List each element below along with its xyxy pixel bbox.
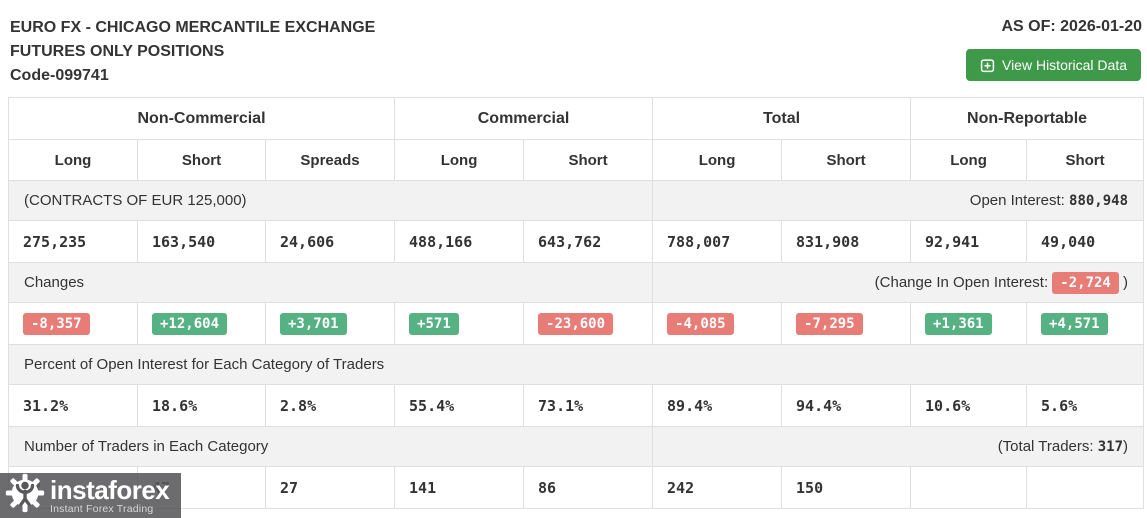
percent-value: 73.1%: [523, 384, 654, 427]
col-header: Short: [1026, 139, 1145, 181]
position-value: 49,040: [1026, 220, 1145, 263]
traders-value: [910, 466, 1028, 509]
col-header: Long: [8, 139, 138, 181]
view-historical-data-label: View Historical Data: [1001, 57, 1127, 73]
percent-value: 89.4%: [652, 384, 783, 427]
percent-value: 94.4%: [781, 384, 912, 427]
watermark-tagline: Instant Forex Trading: [50, 502, 154, 515]
traders-value: [1026, 466, 1145, 509]
percent-value: 2.8%: [264, 384, 396, 427]
group-header-non-reportable: Non-Reportable: [910, 97, 1145, 140]
percent-value: 31.2%: [8, 384, 138, 427]
position-value: 92,941: [910, 220, 1028, 263]
changes-row: -8,357 +12,604 +3,701 +571 -23,600 -4,08…: [8, 302, 1145, 345]
traders-value: 86: [523, 466, 654, 509]
cot-positions-table: Non-Commercial Commercial Total Non-Repo…: [7, 97, 1145, 509]
group-header-commercial: Commercial: [394, 97, 654, 140]
change-badge: +4,571: [1041, 312, 1108, 335]
col-header: Spreads: [264, 139, 396, 181]
group-header-row: Non-Commercial Commercial Total Non-Repo…: [7, 97, 1145, 140]
percent-label: Percent of Open Interest for Each Catego…: [7, 344, 1145, 385]
calendar-plus-icon: [980, 58, 995, 73]
change-badge: -23,600: [538, 312, 614, 335]
change-oi-badge: -2,724: [1052, 271, 1119, 294]
change-badge: +3,701: [280, 312, 347, 335]
contracts-label: (CONTRACTS OF EUR 125,000): [7, 180, 654, 221]
position-value: 163,540: [137, 220, 266, 263]
change-badge: +1,361: [925, 312, 992, 335]
col-header: Long: [910, 139, 1028, 181]
report-header: EURO FX - CHICAGO MERCANTILE EXCHANGE FU…: [0, 0, 1147, 97]
open-interest-cell: Open Interest: 880,948: [652, 180, 1145, 221]
percent-value: 5.6%: [1026, 384, 1145, 427]
contracts-band-row: (CONTRACTS OF EUR 125,000) Open Interest…: [7, 180, 1145, 221]
group-header-non-commercial: Non-Commercial: [7, 97, 396, 140]
report-code: Code-099741: [10, 67, 109, 84]
change-badge: -8,357: [23, 312, 90, 335]
position-value: 488,166: [394, 220, 525, 263]
change-badge: +571: [409, 312, 459, 335]
positions-row: 275,235 163,540 24,606 488,166 643,762 7…: [8, 220, 1145, 263]
col-header: Long: [394, 139, 525, 181]
traders-label: Number of Traders in Each Category: [7, 426, 654, 467]
report-title-block: EURO FX - CHICAGO MERCANTILE EXCHANGE FU…: [10, 16, 375, 88]
changes-label: Changes: [7, 262, 654, 303]
traders-value: 150: [781, 466, 912, 509]
col-header: Long: [652, 139, 783, 181]
total-traders-value: 317: [1097, 439, 1124, 455]
traders-band-row: Number of Traders in Each Category (Tota…: [7, 426, 1145, 467]
percent-value: 10.6%: [910, 384, 1028, 427]
position-value: 643,762: [523, 220, 654, 263]
col-header: Short: [523, 139, 654, 181]
change-oi-prefix: (Change In Open Interest:: [874, 273, 1053, 291]
total-traders-prefix: (Total Traders:: [997, 438, 1098, 455]
col-header: Short: [137, 139, 266, 181]
change-badge: -4,085: [667, 312, 734, 335]
change-badge: +12,604: [152, 312, 228, 335]
position-value: 788,007: [652, 220, 783, 263]
open-interest-label: Open Interest:: [969, 192, 1070, 209]
traders-value: 27: [264, 466, 396, 509]
group-header-total: Total: [652, 97, 912, 140]
change-open-interest-cell: (Change In Open Interest: -2,724 ): [652, 262, 1145, 303]
total-traders-suffix: ): [1123, 438, 1129, 455]
instaforex-gear-logo-icon: [5, 473, 45, 518]
changes-band-row: Changes (Change In Open Interest: -2,724…: [7, 262, 1145, 303]
instaforex-watermark: instaforex Instant Forex Trading: [0, 473, 181, 518]
col-header: Short: [781, 139, 912, 181]
open-interest-value: 880,948: [1069, 193, 1129, 209]
percent-value: 55.4%: [394, 384, 525, 427]
total-traders-cell: (Total Traders: 317): [652, 426, 1145, 467]
watermark-brand: instaforex: [50, 474, 170, 505]
percent-value: 18.6%: [137, 384, 266, 427]
report-title: EURO FX - CHICAGO MERCANTILE EXCHANGE: [10, 19, 376, 36]
as-of-date: AS OF: 2026-01-20: [1001, 18, 1142, 35]
change-badge: -7,295: [796, 312, 863, 335]
position-value: 275,235: [8, 220, 138, 263]
position-value: 24,606: [264, 220, 396, 263]
view-historical-data-button[interactable]: View Historical Data: [965, 49, 1141, 81]
percent-band-row: Percent of Open Interest for Each Catego…: [7, 344, 1145, 385]
change-oi-suffix: ): [1118, 273, 1129, 291]
report-subtitle: FUTURES ONLY POSITIONS: [10, 43, 225, 60]
traders-value: 141: [394, 466, 525, 509]
percent-row: 31.2% 18.6% 2.8% 55.4% 73.1% 89.4% 94.4%…: [8, 384, 1145, 427]
position-value: 831,908: [781, 220, 912, 263]
sub-header-row: Long Short Spreads Long Short Long Short…: [8, 139, 1145, 181]
traders-value: 242: [652, 466, 783, 509]
